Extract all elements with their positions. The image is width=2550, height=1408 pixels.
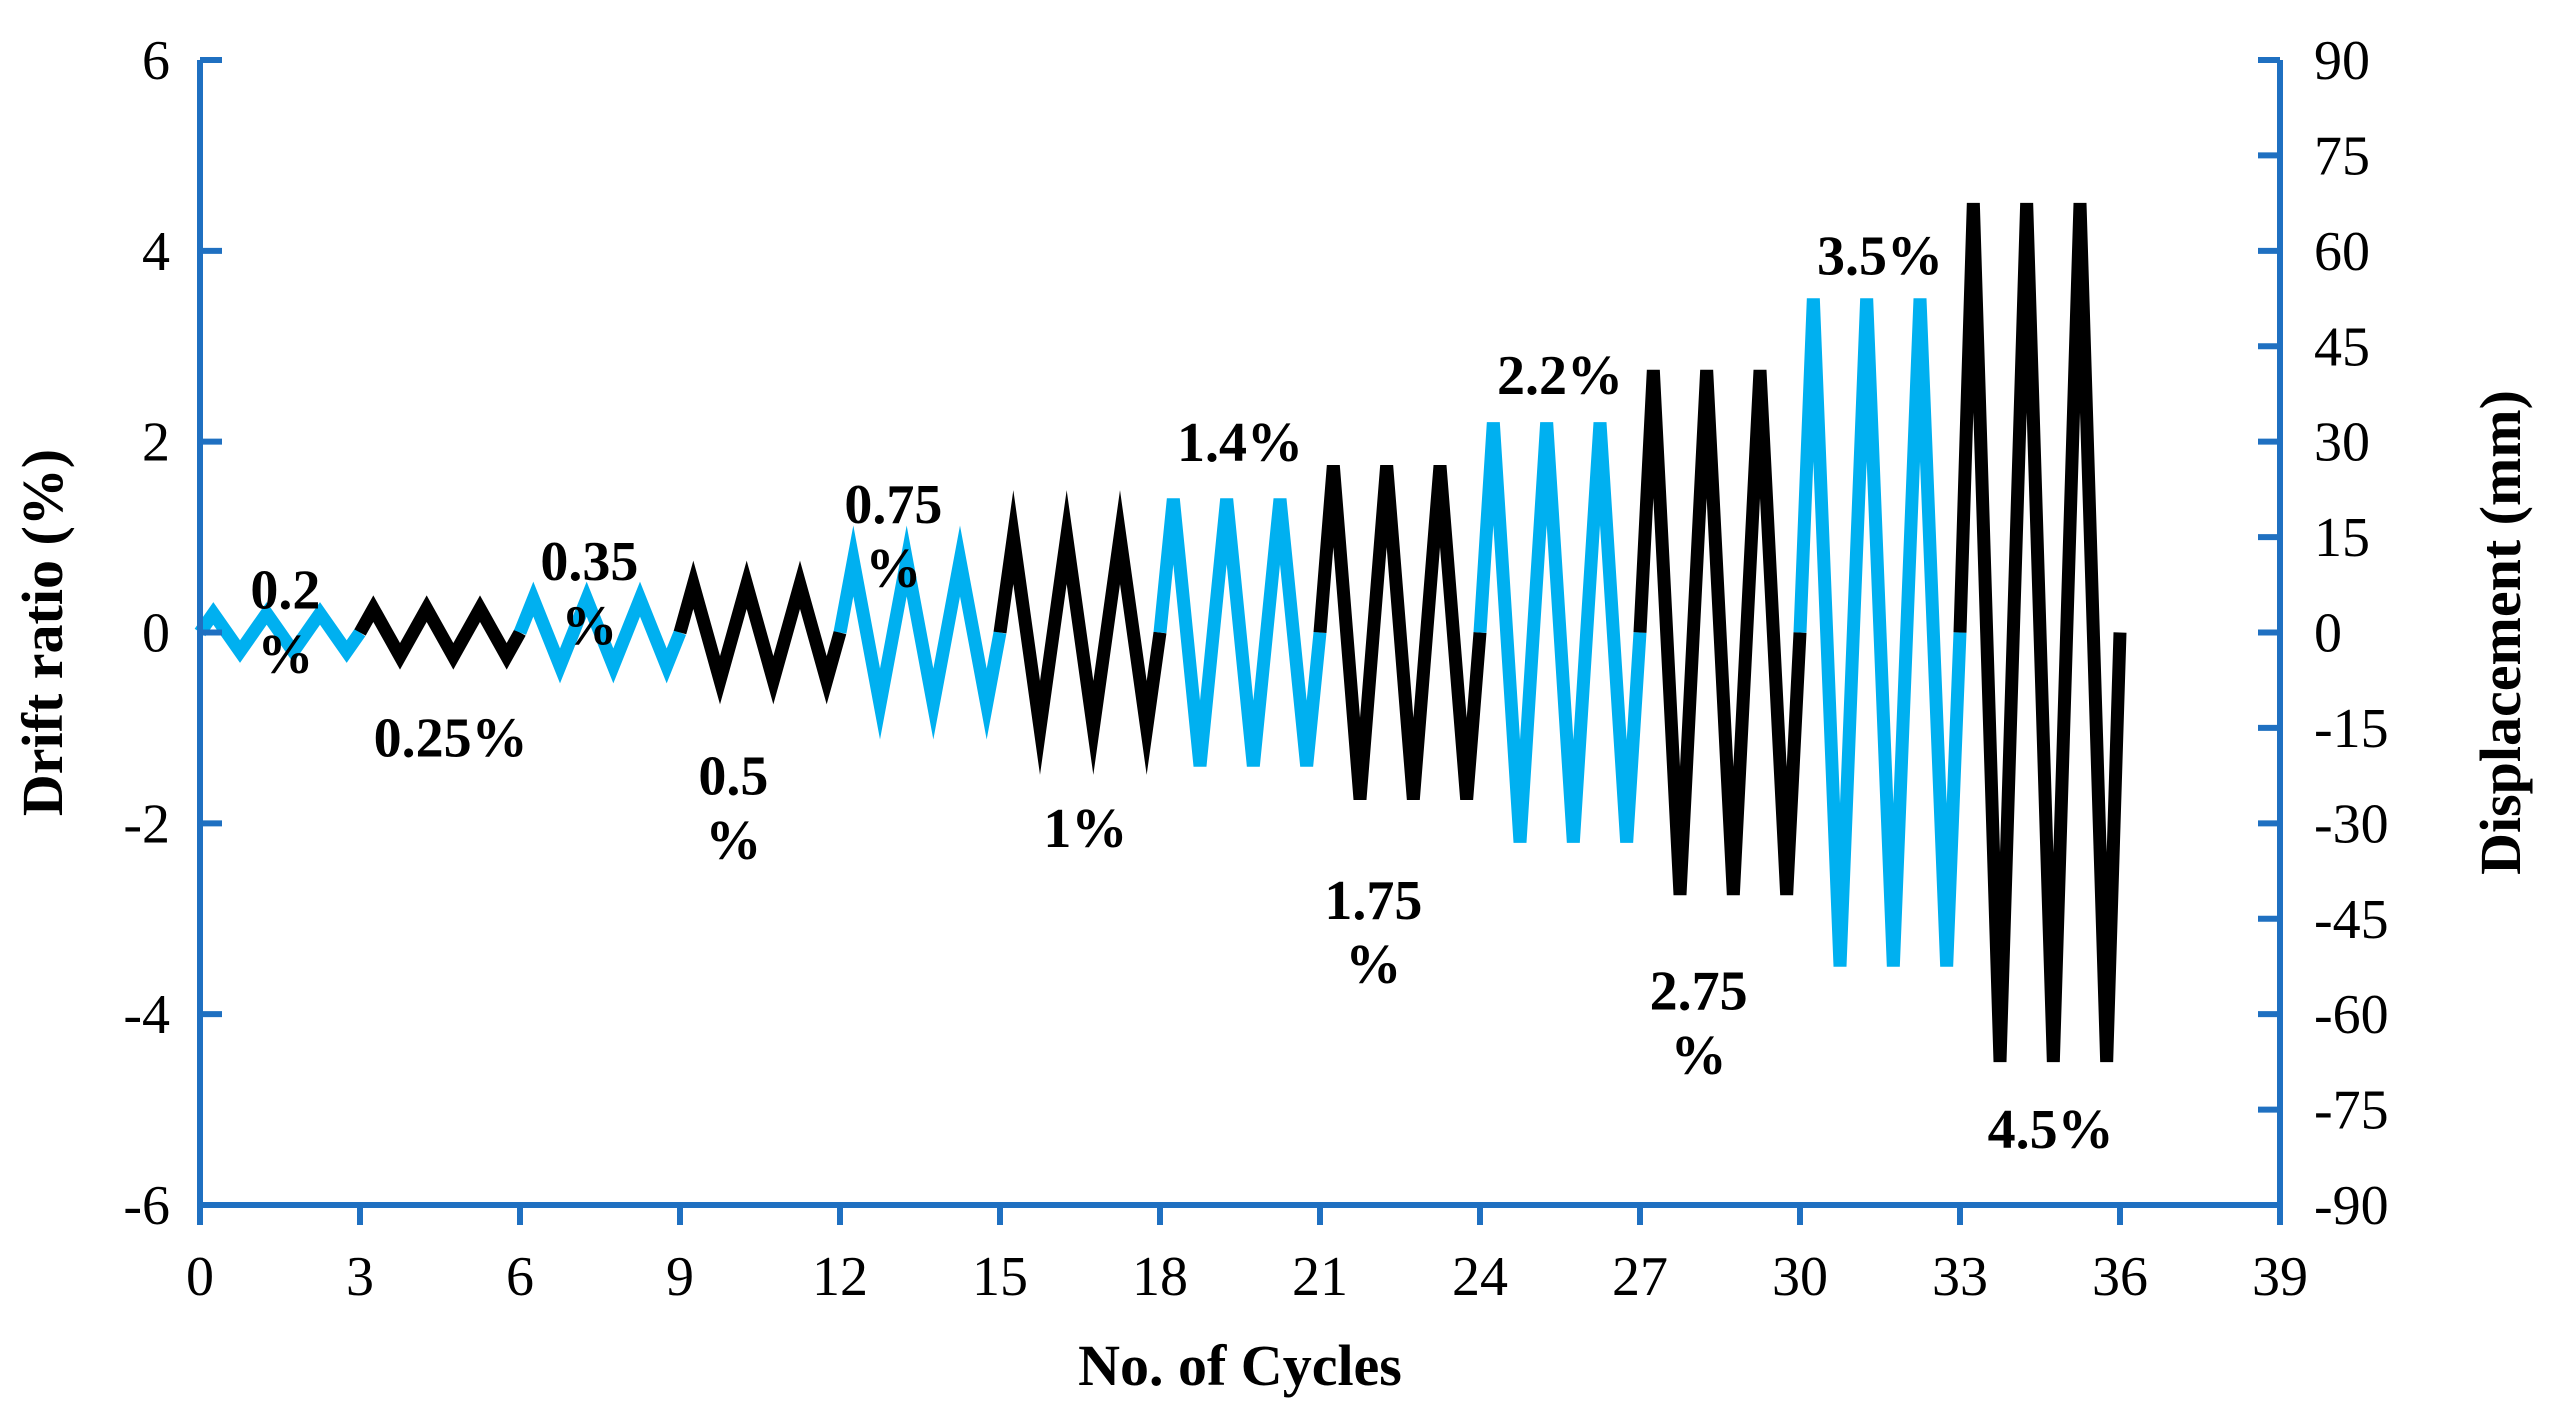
step-label-line: % — [257, 624, 313, 686]
y2-tick-label: -45 — [2314, 889, 2389, 951]
step-label-line: % — [561, 595, 617, 657]
y2-tick-label: 75 — [2314, 125, 2370, 187]
x-tick-label: 12 — [812, 1246, 868, 1308]
step-label-line: 1% — [1043, 798, 1127, 860]
step-label-6: 1% — [1043, 798, 1127, 860]
series-line-7 — [1153, 498, 1327, 767]
x-tick-label: 9 — [666, 1246, 694, 1308]
step-label-line: % — [865, 538, 921, 600]
x-tick-label: 27 — [1612, 1246, 1668, 1308]
step-label-line: 0.25% — [374, 708, 528, 770]
step-label-7: 1.4% — [1177, 412, 1303, 474]
y-tick-label: -4 — [123, 984, 170, 1046]
step-label-line: % — [705, 810, 761, 872]
step-label-line: % — [1671, 1025, 1727, 1087]
step-label-line: 0.2 — [250, 560, 320, 622]
x-tick-label: 33 — [1932, 1246, 1988, 1308]
y-tick-label: 0 — [142, 603, 170, 665]
step-label-line: 0.5 — [698, 746, 768, 808]
x-tick-label: 18 — [1132, 1246, 1188, 1308]
step-label-line: % — [1345, 934, 1401, 996]
step-label-9: 2.2% — [1497, 345, 1623, 407]
x-tick-label: 21 — [1292, 1246, 1348, 1308]
y2-tick-label: -90 — [2314, 1175, 2389, 1237]
y-tick-label: 4 — [142, 221, 170, 283]
step-label-3: 0.35% — [540, 531, 638, 657]
step-label-1: 0.2% — [250, 560, 320, 686]
y2-tick-label: -30 — [2314, 793, 2389, 855]
y2-tick-label: 30 — [2314, 412, 2370, 474]
series-line-3 — [513, 581, 687, 684]
x-tick-label: 24 — [1452, 1246, 1508, 1308]
x-tick-label: 15 — [972, 1246, 1028, 1308]
series-group — [194, 202, 2127, 1063]
step-label-line: 1.4% — [1177, 412, 1303, 474]
step-label-line: 2.75 — [1650, 960, 1748, 1022]
series-line-9 — [1473, 422, 1647, 843]
step-label-line: 0.75 — [844, 474, 942, 536]
y2-tick-label: 0 — [2314, 603, 2342, 665]
step-label-line: 4.5% — [1988, 1099, 2114, 1161]
series-line-4 — [673, 560, 847, 705]
step-label-line: 3.5% — [1817, 226, 1943, 288]
series-line-8 — [1313, 465, 1487, 800]
step-label-4: 0.5% — [698, 746, 768, 872]
series-line-11 — [1793, 298, 1967, 967]
x-axis-title: No. of Cycles — [1078, 1333, 1402, 1398]
series-line-2 — [354, 595, 526, 670]
y2-tick-label: 45 — [2314, 316, 2370, 378]
step-label-12: 4.5% — [1988, 1099, 2114, 1161]
series-line-6 — [993, 490, 1167, 775]
series-line-5 — [833, 525, 1007, 740]
series-line-1 — [194, 602, 366, 663]
x-tick-label: 36 — [2092, 1246, 2148, 1308]
series-line-12 — [1953, 202, 2127, 1063]
step-label-2: 0.25% — [374, 708, 528, 770]
y-tick-label: -2 — [123, 793, 170, 855]
step-label-line: 0.35 — [540, 531, 638, 593]
y2-tick-label: 90 — [2314, 30, 2370, 92]
x-tick-label: 3 — [346, 1246, 374, 1308]
y2-axis-title: Displacement (mm) — [2468, 390, 2533, 875]
step-label-5: 0.75% — [844, 474, 942, 600]
axes: -6-4-20246-90-75-60-45-30-15015304560759… — [123, 30, 2388, 1308]
y2-tick-label: 60 — [2314, 221, 2370, 283]
step-label-line: 2.2% — [1497, 345, 1623, 407]
y2-tick-label: 15 — [2314, 507, 2370, 569]
x-tick-label: 6 — [506, 1246, 534, 1308]
series-line-10 — [1633, 369, 1807, 896]
y-tick-label: -6 — [123, 1175, 170, 1237]
step-label-8: 1.75% — [1324, 870, 1422, 996]
x-tick-label: 0 — [186, 1246, 214, 1308]
y2-tick-label: -60 — [2314, 984, 2389, 1046]
step-label-10: 2.75% — [1650, 960, 1748, 1086]
x-tick-label: 30 — [1772, 1246, 1828, 1308]
step-label-11: 3.5% — [1817, 226, 1943, 288]
step-label-line: 1.75 — [1324, 870, 1422, 932]
x-tick-label: 39 — [2252, 1246, 2308, 1308]
y2-tick-label: -75 — [2314, 1080, 2389, 1142]
y2-tick-label: -15 — [2314, 698, 2389, 760]
step-labels: 0.2 %0.25%0.35 %0.5 %0.75 %1%1.4%1.75 %2.2%2.… — [250, 226, 2113, 1161]
y-tick-label: 2 — [142, 412, 170, 474]
y-axis-title: Drift ratio (%) — [10, 449, 75, 816]
y-tick-label: 6 — [142, 30, 170, 92]
